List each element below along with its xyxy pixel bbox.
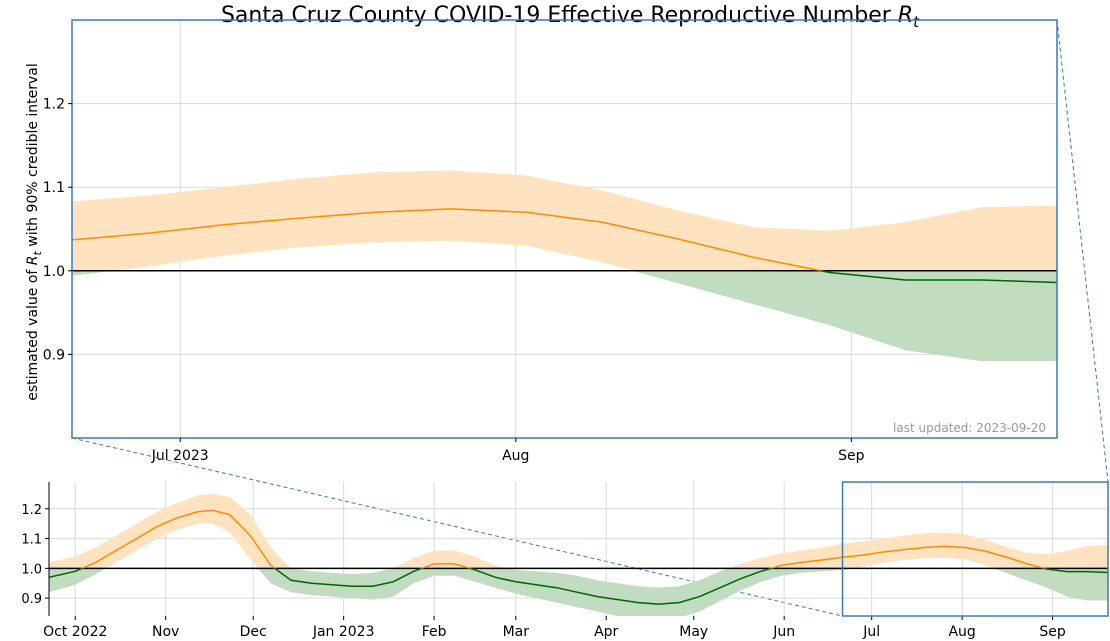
overview-y-tick-label: 1.1 [21,533,42,548]
zoom-credible-band-above [72,170,1057,271]
zoom-y-tick-label: 1.1 [43,180,65,196]
zoom-connector-right [1056,19,1109,483]
overview-zoom-window [841,481,1109,617]
zoom-median-line-below [817,270,1057,284]
overview-x-tick-label: Oct 2022 [43,624,107,640]
zoom-x-tick-label: Aug [502,448,529,464]
overview-x-tick-label: Jun [772,624,795,640]
overview-x-tick-label: May [679,624,708,640]
last-updated-note: last updated: 2023-09-20 [893,421,1046,435]
overview-x-tick-label: Sep [1039,624,1066,640]
zoom-x-tick-label: Sep [838,448,865,464]
overview-y-tick-label: 0.9 [21,592,42,607]
zoom-median-line-above [72,208,826,271]
zoom-x-tick-label: Jul 2023 [151,448,209,464]
overview-x-tick-label: Apr [594,624,618,640]
overview-x-tick-label: Jan 2023 [312,624,375,640]
zoom-credible-band-below [72,270,1057,362]
overview-x-tick-label: Mar [503,624,530,640]
overview-y-tick-label: 1.0 [21,562,42,577]
bottom-plot-area [49,493,1108,616]
overview-x-tick-label: Dec [240,624,267,640]
overview-y-tick-label: 1.2 [21,503,42,518]
chart-title: Santa Cruz County COVID-19 Effective Rep… [221,3,920,31]
overview-x-tick-label: Jul [862,624,880,640]
overview-x-tick-label: Nov [152,624,179,640]
top-axes: Jul 2023 Aug Sep 0.9 1.0 1.1 1.2 [43,19,1058,464]
overview-x-tick-label: Aug [948,624,975,640]
overview-median-line-above [80,509,1048,569]
overview-median-line-below [49,568,1108,605]
bottom-axes: Oct 2022 Nov Dec Jan 2023 Feb Mar Apr May Jun Jul… [21,481,1109,640]
zoom-y-tick-label: 1.0 [43,264,65,280]
overview-x-tick-label: Feb [422,624,447,640]
y-axis-label: estimated value of Rt with 90% credible … [25,63,44,401]
top-plot-area [72,170,1057,362]
zoom-y-tick-label: 1.2 [43,97,65,113]
zoom-y-tick-label: 0.9 [43,347,65,363]
zoom-frame [71,19,1058,439]
